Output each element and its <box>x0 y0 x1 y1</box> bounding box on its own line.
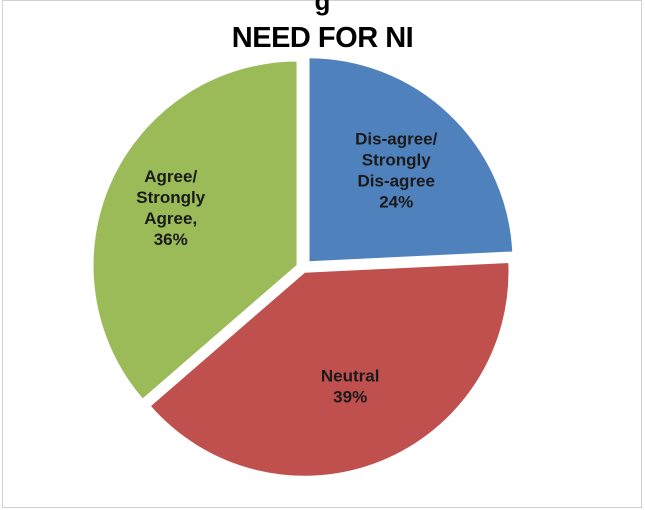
pie-slice-1 <box>148 260 511 478</box>
pie-slice-2 <box>91 59 299 402</box>
slice-label-2-line-2: Agree, <box>144 209 197 228</box>
slice-label-0-line-2: Dis-agree <box>357 172 434 191</box>
slice-label-1-line-0: Neutral <box>321 366 380 385</box>
pie-slice-0 <box>307 56 515 264</box>
slice-label-0: Dis-agree/Strongly Dis-agree 24% <box>355 130 437 212</box>
slice-label-2-line-1: Strongly <box>136 188 205 207</box>
slice-label-2: Agree/Strongly Agree, 36% <box>136 167 205 249</box>
slice-label-2-line-0: Agree/ <box>144 167 197 186</box>
clipped-caption: g <box>314 0 331 16</box>
slice-label-1-line-1: 39% <box>333 387 367 406</box>
chart-title: NEED FOR NI <box>231 22 414 54</box>
slice-label-2-line-3: 36% <box>154 230 188 249</box>
slice-label-0-line-1: Strongly <box>362 151 431 170</box>
slice-label-0-line-0: Dis-agree/ <box>355 130 437 149</box>
slice-label-1: Neutral 39% <box>321 366 380 406</box>
slice-label-0-line-3: 24% <box>379 193 413 212</box>
